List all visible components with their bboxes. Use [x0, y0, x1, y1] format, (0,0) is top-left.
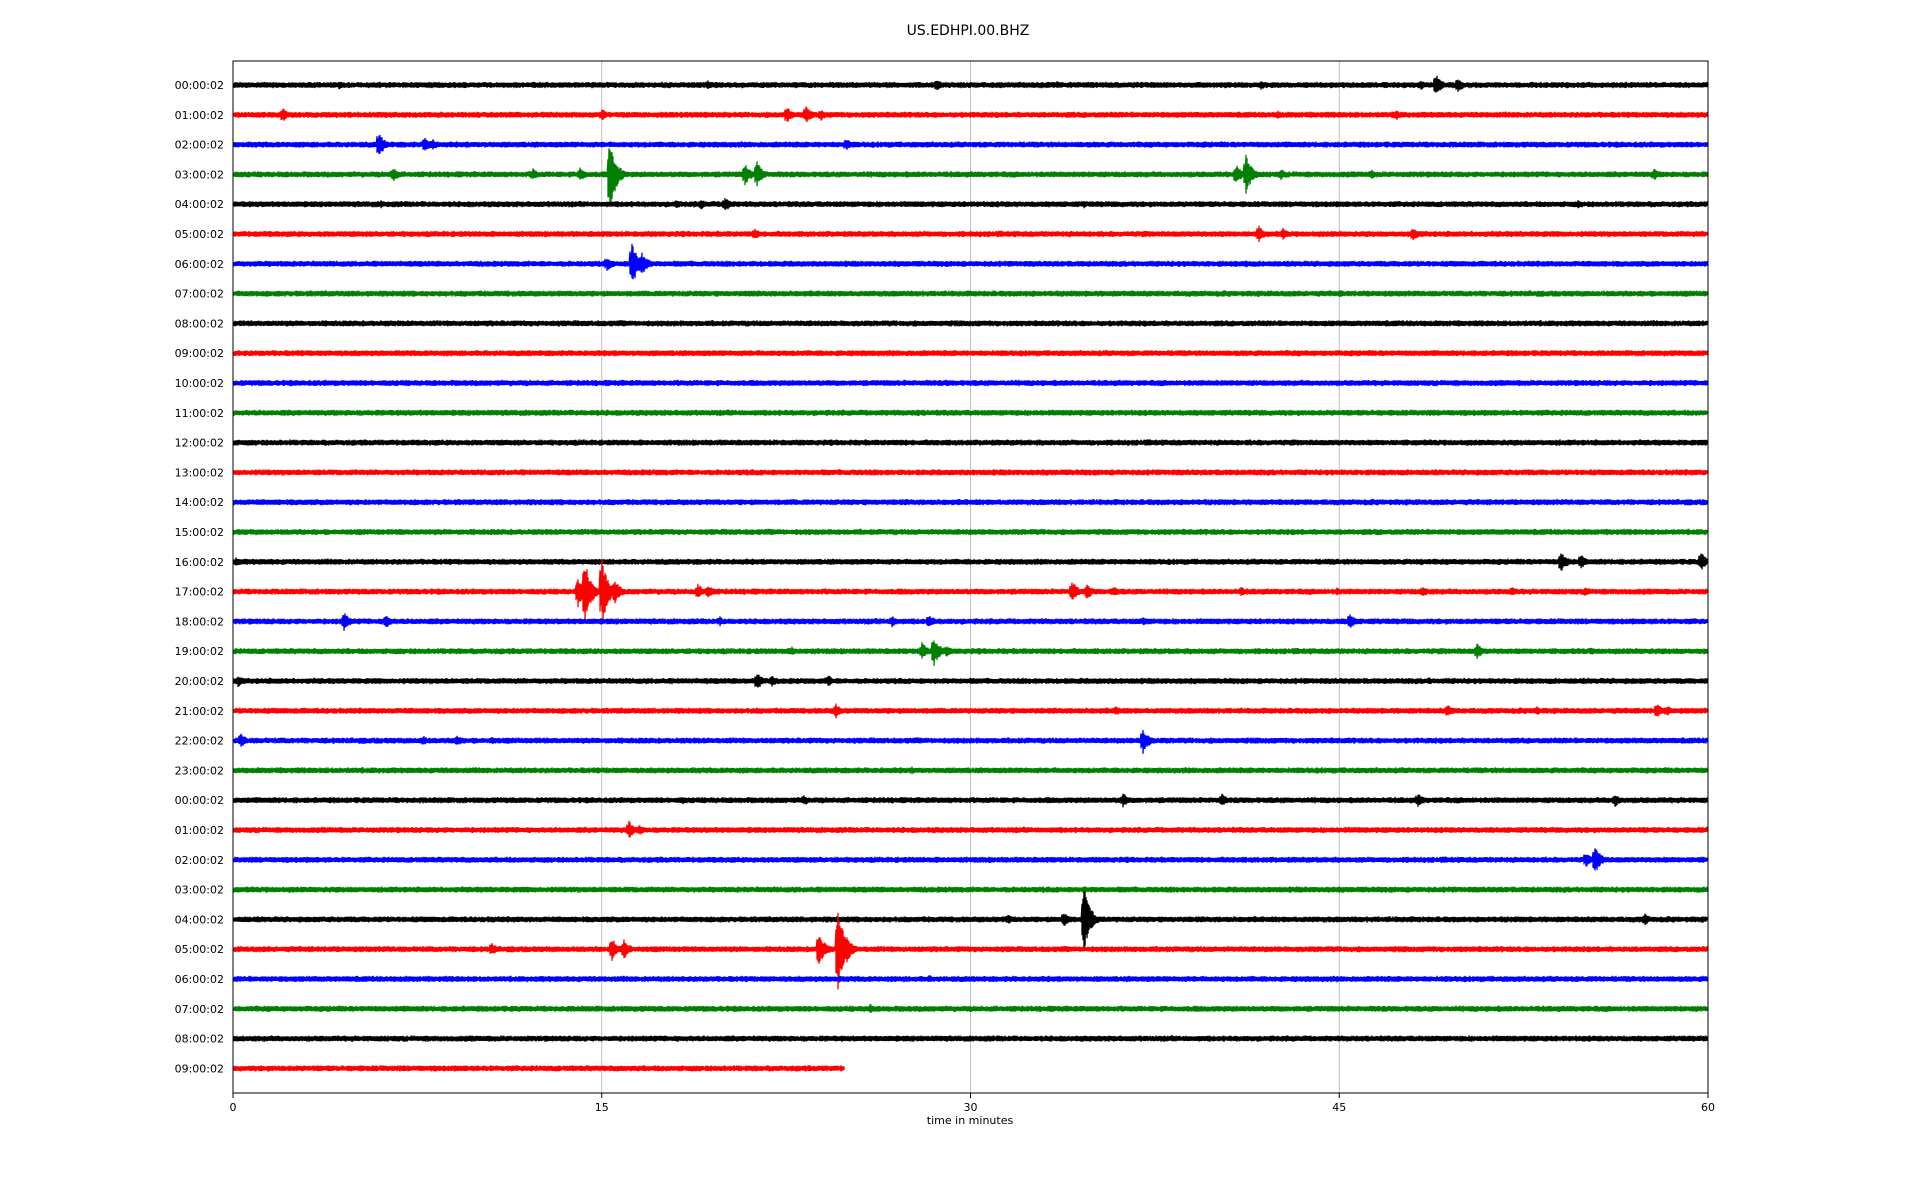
- row-label: 08:00:02: [175, 317, 224, 330]
- row-label: 08:00:02: [175, 1033, 224, 1046]
- trace-line: [233, 1035, 1708, 1043]
- row-label: 09:00:02: [175, 347, 224, 360]
- trace-line: [233, 703, 1708, 719]
- trace-line: [233, 820, 1708, 838]
- row-label: 23:00:02: [175, 764, 224, 777]
- row-label: 00:00:02: [175, 79, 224, 92]
- x-tick-label-45: 45: [1332, 1101, 1346, 1114]
- trace-rows: [233, 75, 1708, 1072]
- row-label: 19:00:02: [175, 645, 224, 658]
- row-label: 01:00:02: [175, 824, 224, 837]
- row-label: 12:00:02: [175, 437, 224, 450]
- trace-line: [233, 409, 1708, 417]
- row-label: 05:00:02: [175, 228, 224, 241]
- plot-frame: [232, 60, 1709, 1094]
- trace-line: [233, 640, 1708, 667]
- trace-line: [233, 975, 1708, 983]
- row-label: 21:00:02: [175, 705, 224, 718]
- row-time-labels: 00:00:02 01:00:02 02:00:02 03:00:02 04:00:02…: [175, 79, 224, 1075]
- trace-line: [233, 729, 1708, 754]
- chart-title: US.EDHPI.00.BHZ: [907, 23, 1030, 39]
- trace-line: [233, 1065, 845, 1072]
- trace-line: [233, 793, 1708, 808]
- trace-line: [233, 198, 1708, 211]
- row-label: 15:00:02: [175, 526, 224, 539]
- row-label: 06:00:02: [175, 258, 224, 271]
- row-label: 22:00:02: [175, 735, 224, 748]
- trace-line: [233, 886, 1708, 894]
- trace-line: [233, 1003, 1708, 1013]
- trace-line: [233, 349, 1708, 357]
- trace-line: [233, 613, 1708, 631]
- trace-line: [233, 75, 1708, 93]
- vertical-gridlines: [601, 61, 1340, 1093]
- row-label: 03:00:02: [175, 884, 224, 897]
- trace-line: [233, 891, 1708, 949]
- trace-line: [233, 559, 1708, 623]
- row-label: 14:00:02: [175, 496, 224, 509]
- x-tick-label-30: 30: [964, 1101, 978, 1114]
- trace-line: [233, 766, 1708, 775]
- trace-line: [233, 134, 1708, 155]
- trace-line: [233, 106, 1708, 123]
- row-label: 07:00:02: [175, 288, 224, 301]
- row-label: 05:00:02: [175, 943, 224, 956]
- trace-line: [233, 319, 1708, 327]
- row-label: 18:00:02: [175, 615, 224, 628]
- row-label: 06:00:02: [175, 973, 224, 986]
- row-label: 03:00:02: [175, 168, 224, 181]
- trace-line: [233, 553, 1708, 571]
- x-tick-label-60: 60: [1701, 1101, 1715, 1114]
- x-axis-label: time in minutes: [927, 1114, 1014, 1127]
- row-label: 09:00:02: [175, 1062, 224, 1075]
- row-label: 10:00:02: [175, 377, 224, 390]
- row-label: 11:00:02: [175, 407, 224, 420]
- trace-line: [233, 528, 1708, 536]
- trace-line: [233, 290, 1708, 298]
- row-label: 20:00:02: [175, 675, 224, 688]
- row-label: 02:00:02: [175, 139, 224, 152]
- row-label: 02:00:02: [175, 854, 224, 867]
- trace-line: [233, 225, 1708, 243]
- trace-line: [233, 912, 1708, 990]
- row-label: 07:00:02: [175, 1003, 224, 1016]
- trace-line: [233, 498, 1708, 506]
- x-tick-label-0: 0: [230, 1101, 237, 1114]
- trace-line: [233, 148, 1708, 205]
- trace-line: [233, 439, 1708, 446]
- x-axis-ticks: 0 15 30 45 60: [230, 1093, 1715, 1114]
- row-label: 01:00:02: [175, 109, 224, 122]
- trace-line: [233, 848, 1708, 871]
- trace-line: [233, 379, 1708, 387]
- trace-line: [233, 674, 1708, 688]
- x-tick-label-15: 15: [595, 1101, 609, 1114]
- row-label: 17:00:02: [175, 586, 224, 599]
- row-label: 04:00:02: [175, 198, 224, 211]
- trace-line: [233, 243, 1708, 280]
- trace-line: [233, 468, 1708, 476]
- row-label: 04:00:02: [175, 913, 224, 926]
- row-label: 00:00:02: [175, 794, 224, 807]
- row-label: 16:00:02: [175, 556, 224, 569]
- row-label: 13:00:02: [175, 466, 224, 479]
